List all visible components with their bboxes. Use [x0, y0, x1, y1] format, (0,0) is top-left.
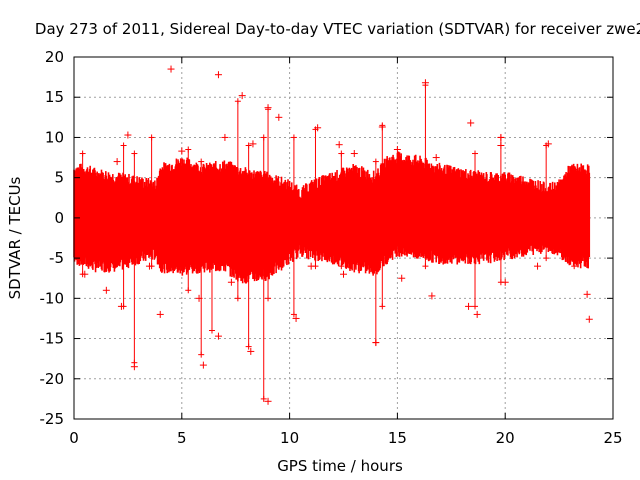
spike-end-point — [245, 142, 252, 149]
outlier-point — [214, 71, 222, 79]
outlier-point — [398, 274, 406, 282]
outlier-point — [372, 339, 380, 347]
outlier-point — [428, 292, 436, 300]
outlier-point — [432, 154, 440, 162]
spike-end-point — [208, 166, 215, 173]
outlier-point — [421, 79, 429, 87]
outlier-point — [583, 290, 591, 298]
spike-end-point — [265, 295, 272, 302]
y-tick-label: 5 — [54, 169, 64, 187]
spike-end-point — [234, 295, 241, 302]
outlier-point — [275, 113, 283, 121]
spike-end-point — [372, 158, 379, 165]
outlier-point — [314, 124, 322, 132]
outlier-point — [264, 104, 272, 112]
x-tick-label: 25 — [603, 429, 622, 447]
outlier-point — [81, 270, 89, 278]
outlier-point — [378, 123, 386, 131]
outlier-point — [130, 363, 138, 371]
spike-end-point — [379, 303, 386, 310]
y-tick-label: -5 — [49, 249, 64, 267]
outlier-point — [124, 131, 132, 139]
spike-end-point — [472, 303, 479, 310]
spike-end-point — [543, 255, 550, 262]
spike-end-point — [290, 134, 297, 141]
plot-frame — [73, 56, 614, 420]
outlier-point — [156, 310, 164, 318]
outlier-point — [102, 286, 110, 294]
outlier-point — [340, 270, 347, 278]
spike-end-point — [338, 263, 345, 270]
spike-end-point — [208, 327, 215, 334]
spike-end-point — [472, 150, 479, 157]
outlier-point — [167, 65, 175, 73]
spike-end-point — [185, 146, 192, 153]
y-axis-label: SDTVAR / TECUs — [6, 176, 24, 299]
outlier-point — [249, 140, 257, 148]
y-tick-label: 20 — [45, 48, 64, 66]
spike-end-point — [571, 263, 578, 270]
spike-end-point — [131, 150, 138, 157]
y-tick-label: -25 — [40, 410, 65, 428]
spike-end-point — [260, 134, 267, 141]
outlier-point — [117, 302, 125, 310]
spike-end-point — [422, 263, 429, 270]
spike-end-point — [198, 158, 205, 165]
spike-end-point — [260, 395, 267, 402]
chart-title: Day 273 of 2011, Sidereal Day-to-day VTE… — [35, 20, 640, 38]
outlier-point — [473, 310, 481, 318]
x-tick-label: 0 — [69, 429, 79, 447]
spike-end-point — [290, 311, 297, 318]
y-tick-label: -20 — [40, 370, 65, 388]
spike-end-point — [234, 98, 241, 105]
outlier-point — [247, 347, 255, 355]
y-tick-label: -10 — [40, 289, 65, 307]
y-tick-label: 10 — [45, 128, 64, 146]
data-points — [73, 65, 593, 405]
outlier-point — [467, 119, 475, 127]
x-axis-label: GPS time / hours — [277, 457, 403, 475]
outlier-point — [307, 262, 315, 270]
y-tick-label: -15 — [40, 330, 65, 348]
outlier-point — [113, 158, 121, 166]
outlier-point — [534, 262, 542, 270]
outlier-point — [145, 262, 153, 270]
spike-end-point — [338, 150, 345, 157]
x-tick-label: 15 — [388, 429, 407, 447]
spike-end-point — [79, 150, 86, 157]
outlier-point — [264, 397, 272, 405]
outlier-point — [465, 302, 473, 310]
spike-end-point — [120, 142, 127, 149]
spike-end-point — [148, 134, 155, 141]
axis-ticks: -25 -20 -15 -10 -5 0 5 10 15 20 0 5 10 15 20 25 — [40, 48, 623, 447]
y-tick-label: 15 — [45, 88, 64, 106]
y-tick-label: 0 — [54, 209, 64, 227]
spike-end-point — [198, 351, 205, 358]
outlier-point — [238, 92, 246, 100]
outlier-point — [585, 315, 593, 323]
x-tick-label: 20 — [496, 429, 515, 447]
spike-end-point — [185, 287, 192, 294]
outlier-point — [214, 332, 222, 340]
outlier-point — [195, 294, 203, 302]
spike-end-point — [245, 343, 252, 350]
outlier-point — [501, 278, 509, 286]
outlier-point — [393, 146, 401, 154]
outlier-point — [221, 133, 229, 141]
outlier-point — [335, 141, 343, 149]
outlier-point — [544, 140, 552, 148]
outlier-point — [350, 150, 358, 158]
x-tick-label: 5 — [177, 429, 187, 447]
outlier-point — [497, 141, 505, 149]
x-tick-label: 10 — [280, 429, 299, 447]
outlier-point — [178, 147, 186, 155]
outlier-point — [292, 314, 300, 322]
outlier-point — [497, 133, 505, 141]
outlier-point — [199, 361, 207, 369]
spike-end-point — [571, 166, 578, 173]
outlier-point — [227, 278, 235, 286]
